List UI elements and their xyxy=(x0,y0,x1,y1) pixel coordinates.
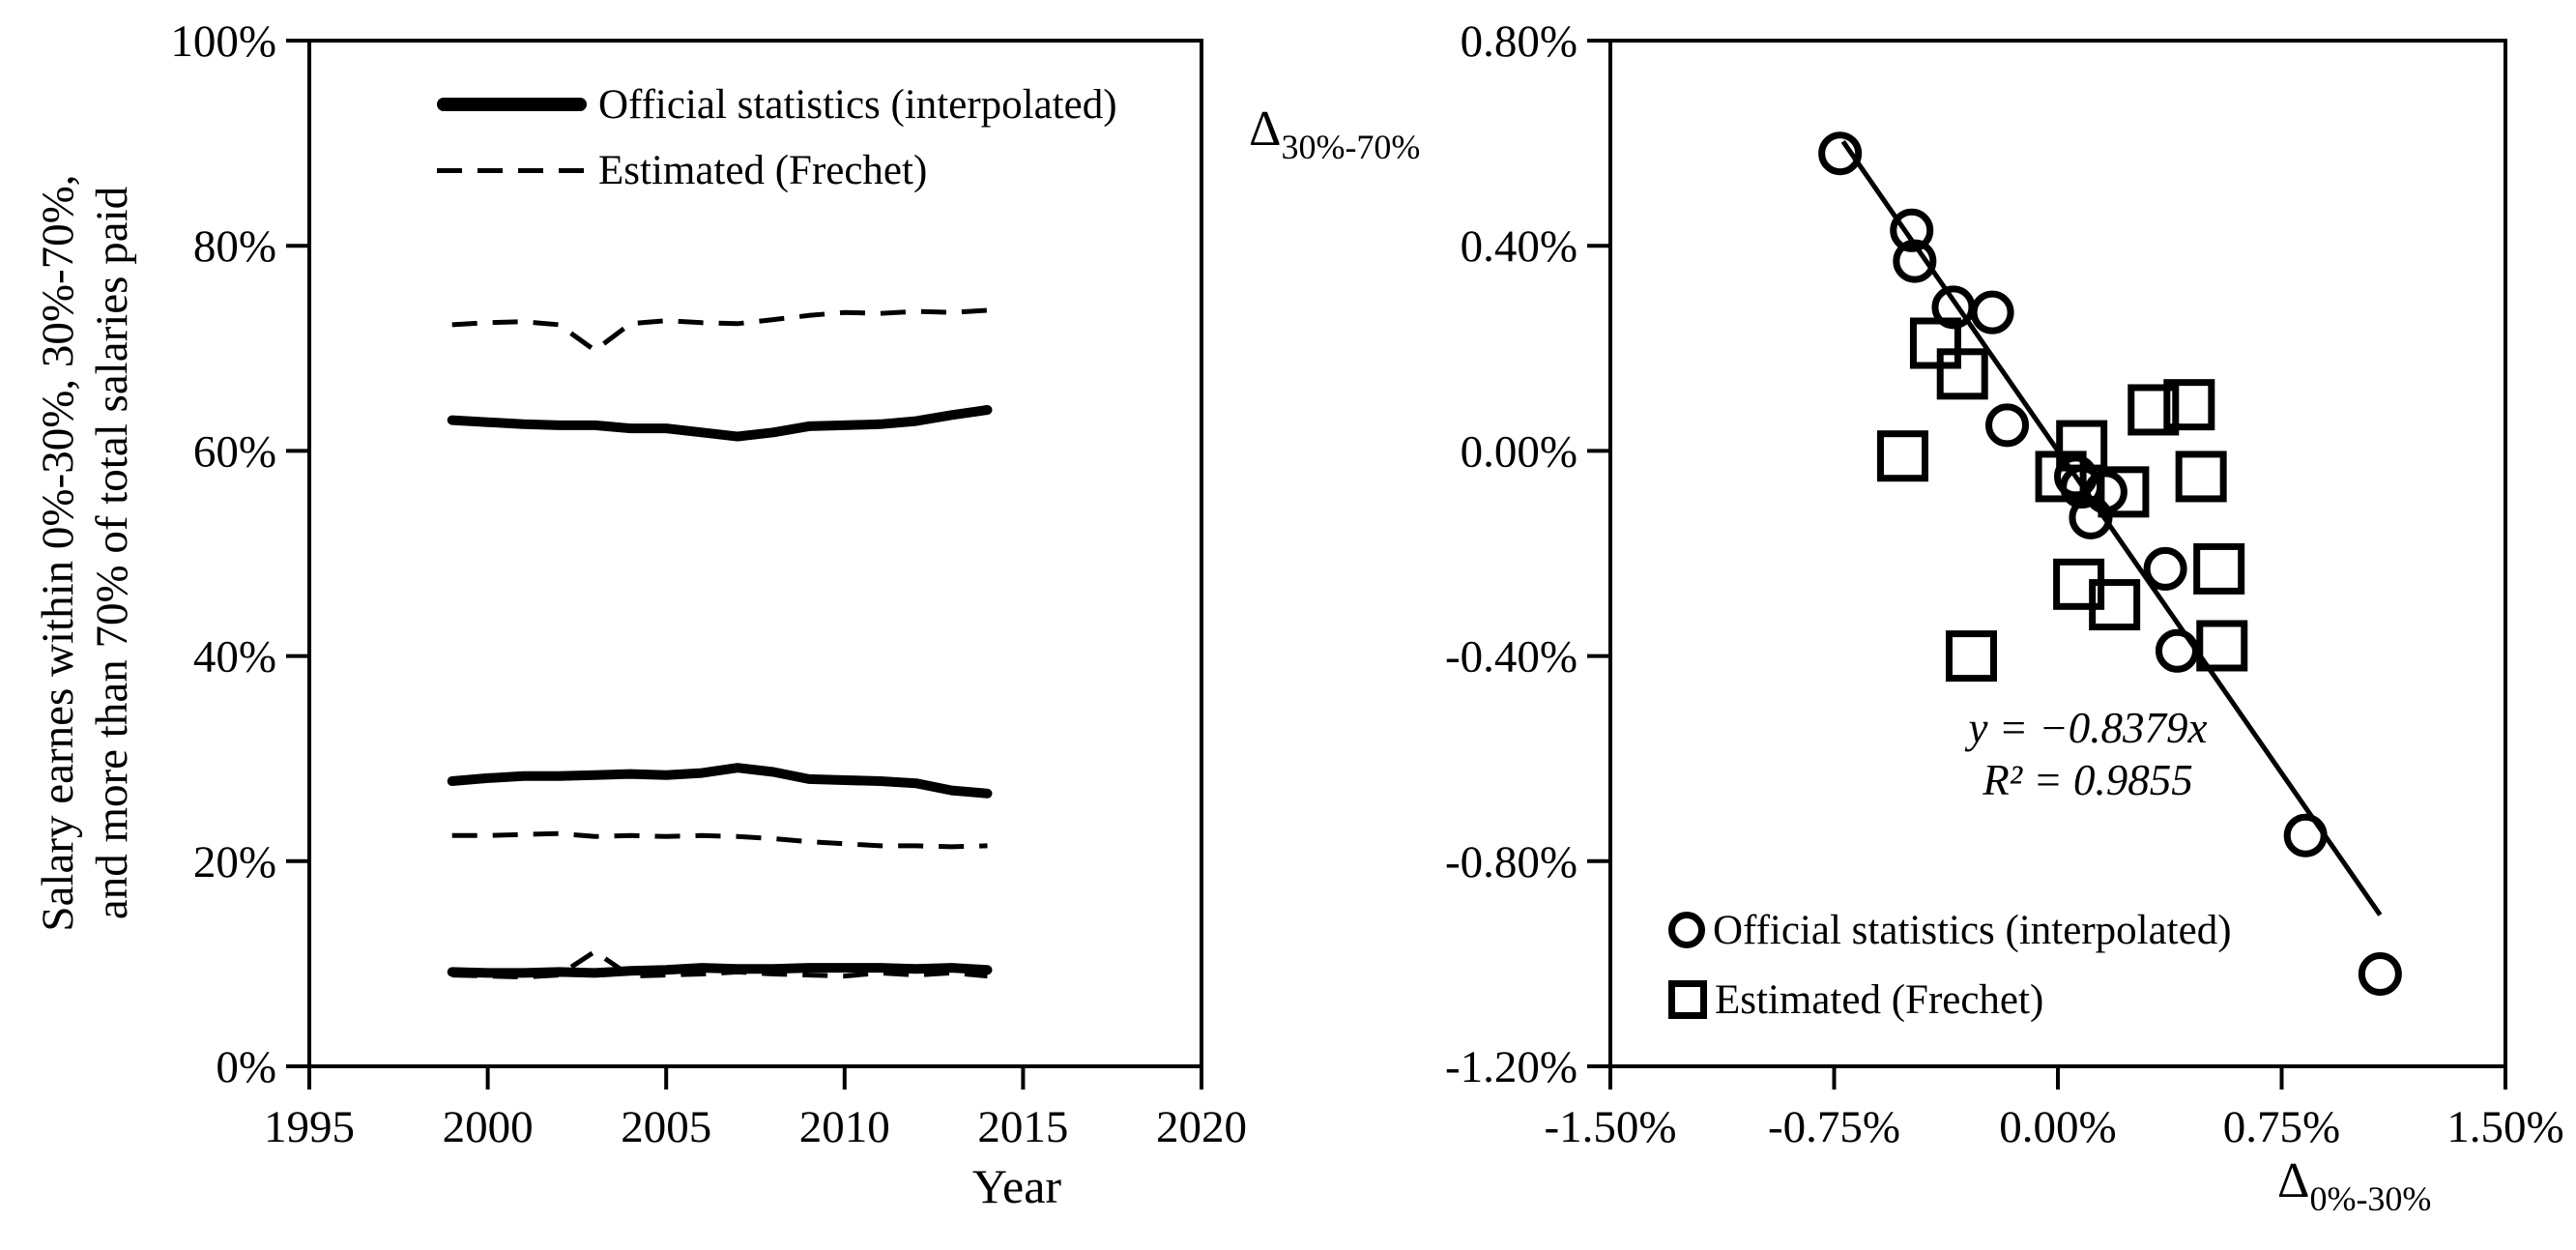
scatter-x-tick-label: 1.50% xyxy=(2446,1102,2563,1152)
trendline-equation-formula: y = −0.8379x xyxy=(1968,704,2208,752)
square-marker-icon xyxy=(1668,980,1707,1019)
left-chart-x-axis-title: Year xyxy=(971,1159,1062,1213)
scatter-point-estimated xyxy=(2163,379,2215,431)
legend-item-official: Official statistics (interpolated) xyxy=(437,81,1117,128)
scatter-y-tick-label: 0.80% xyxy=(1461,16,1577,67)
scatter-point-estimated xyxy=(1945,630,1997,683)
trendline-equation: y = −0.8379x R² = 0.9855 xyxy=(1885,702,2291,806)
left-chart-y-axis-title: Salary earnes within 0%-30%, 30%-70%, an… xyxy=(31,40,139,1066)
delta-x-subscript: 0%-30% xyxy=(2309,1179,2432,1218)
series-estimated-more-than-70-line xyxy=(451,307,988,353)
scatter-point-official xyxy=(1893,239,1937,283)
scatter-y-tick-label: -0.80% xyxy=(1445,837,1577,887)
right-chart-y-axis-title: Δ30%-70% xyxy=(1249,101,1420,167)
legend-label-estimated: Estimated (Frechet) xyxy=(598,147,928,193)
series-official-30-70-line xyxy=(447,763,993,799)
scatter-y-tick-label: -1.20% xyxy=(1445,1042,1577,1092)
scatter-point-official xyxy=(1970,290,2014,334)
legend-item-estimated: Estimated (Frechet) xyxy=(1668,976,2232,1023)
scatter-point-estimated xyxy=(2098,466,2150,518)
delta-symbol: Δ xyxy=(2277,1153,2310,1208)
legend-label-estimated: Estimated (Frechet) xyxy=(1715,976,2044,1023)
right-chart-x-axis-title: Δ0%-30% xyxy=(2277,1152,2431,1219)
right-chart-legend: Official statistics (interpolated) Estim… xyxy=(1668,907,2232,1023)
scatter-point-official xyxy=(2358,952,2402,997)
scatter-point-estimated xyxy=(2127,384,2180,436)
timeseries-plot-frame xyxy=(307,39,1203,1068)
scatter-point-estimated xyxy=(1909,317,1961,369)
scatter-point-official xyxy=(2069,495,2113,539)
scatter-y-tick-label: 0.00% xyxy=(1461,426,1577,477)
series-estimated-0-30-line xyxy=(451,948,988,980)
timeseries-y-tick-label: 80% xyxy=(193,221,276,272)
trendline-equation-r-squared: R² = 0.9855 xyxy=(1983,756,2193,804)
legend-label-official: Official statistics (interpolated) xyxy=(598,81,1117,128)
series-official-0-30-line xyxy=(447,963,993,978)
scatter-point-estimated xyxy=(2196,620,2248,672)
scatter-point-estimated xyxy=(2035,451,2087,503)
scatter-point-estimated xyxy=(1876,430,1928,482)
timeseries-x-tick-label: 2015 xyxy=(977,1102,1068,1152)
series-official-more-than-70-line xyxy=(447,405,993,442)
scatter-point-estimated xyxy=(2175,451,2227,503)
scatter-point-estimated xyxy=(2193,542,2245,595)
scatter-x-tick-label: -0.75% xyxy=(1768,1102,1900,1152)
timeseries-y-tick-label: 20% xyxy=(193,837,276,887)
scatter-point-official xyxy=(1818,131,1863,176)
timeseries-y-tick-label: 40% xyxy=(193,632,276,683)
scatter-x-tick-label: 0.00% xyxy=(1999,1102,2116,1152)
scatter-point-official xyxy=(2283,813,2328,858)
solid-line-swatch-icon xyxy=(437,98,587,111)
timeseries-y-tick-label: 100% xyxy=(170,16,276,67)
legend-item-official: Official statistics (interpolated) xyxy=(1668,907,2232,953)
legend-label-official: Official statistics (interpolated) xyxy=(1713,907,2232,953)
scatter-point-official xyxy=(1890,208,1934,252)
timeseries-x-tick-label: 2000 xyxy=(443,1102,534,1152)
scatter-point-estimated xyxy=(1936,348,1988,400)
scatter-y-tick-label: 0.40% xyxy=(1461,221,1577,272)
scatter-x-tick-label: 0.75% xyxy=(2223,1102,2340,1152)
scatter-point-official xyxy=(1985,403,2030,448)
circle-marker-icon xyxy=(1668,912,1705,948)
dashed-line-swatch-icon xyxy=(437,167,587,173)
timeseries-x-tick-label: 2010 xyxy=(799,1102,890,1152)
scatter-y-tick-label: -0.40% xyxy=(1445,632,1577,683)
delta-y-subscript: 30%-70% xyxy=(1281,128,1421,166)
timeseries-y-tick-label: 0% xyxy=(216,1042,276,1092)
delta-symbol: Δ xyxy=(1249,102,1282,157)
left-chart-y-axis-title-line1: Salary earnes within 0%-30%, 30%-70%, xyxy=(33,174,83,932)
scatter-x-tick-label: -1.50% xyxy=(1544,1102,1676,1152)
timeseries-x-tick-label: 1995 xyxy=(264,1102,355,1152)
timeseries-x-tick-label: 2020 xyxy=(1156,1102,1247,1152)
scatter-point-estimated xyxy=(2089,579,2141,631)
left-chart-y-axis-title-line2: and more than 70% of total salaries paid xyxy=(87,186,137,920)
series-estimated-30-70-line xyxy=(451,830,988,850)
timeseries-y-tick-label: 60% xyxy=(193,426,276,477)
left-chart-legend: Official statistics (interpolated) Estim… xyxy=(437,81,1117,193)
scatter-point-official xyxy=(2155,628,2199,673)
legend-item-estimated: Estimated (Frechet) xyxy=(437,147,1117,193)
scatter-point-official xyxy=(2143,546,2187,591)
timeseries-x-tick-label: 2005 xyxy=(621,1102,711,1152)
